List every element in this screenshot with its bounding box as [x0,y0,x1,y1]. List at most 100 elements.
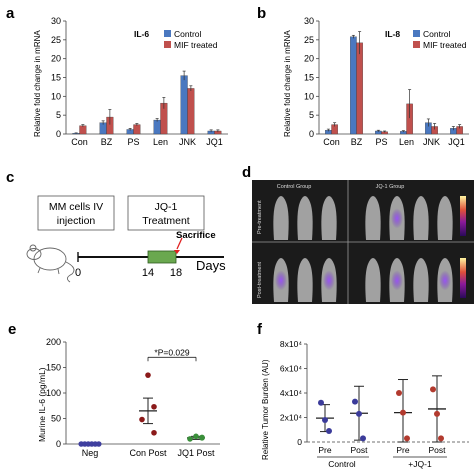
data-point [326,427,332,434]
mouse-silhouette [365,196,381,240]
y-tick-label: 25 [51,35,61,45]
y-tick-label: 0 [309,129,314,139]
category-label: Con Post [129,448,167,458]
y-tick-label: 25 [304,35,314,45]
category-label: JQ1 Post [177,448,215,458]
data-point [322,416,328,423]
treatment-box [127,195,205,231]
injection-box-line1: MM cells IV [49,201,103,213]
data-point [151,429,157,436]
bar [356,42,363,135]
y-tick-label: 0 [56,129,61,139]
treatment-box-line2: Treatment [142,215,190,227]
row-label-post: Post-treatment [257,261,263,298]
panel-f-chart: f Relative Tumor Burden (AU) 0 2x10⁴ 4x10⁴… [257,321,469,469]
panel-a-letter: a [6,5,15,22]
data-point [193,433,199,440]
category-label: Neg [82,448,99,458]
y-tick-label: 15 [304,73,314,83]
bar [79,125,87,135]
mouse-silhouette [413,196,429,240]
y-tick-label: 150 [46,363,61,373]
bioluminescence-signal [275,270,287,291]
y-tick-label: 100 [46,388,61,398]
y-tick-label: 4x10⁴ [280,388,302,398]
data-point [434,410,440,417]
bar [153,119,161,135]
colorbar-post [460,258,466,298]
y-tick-label: 5 [56,110,61,120]
panel-d-letter: d [242,164,251,181]
category-label: Con [323,137,340,147]
bioluminescence-signal [439,270,451,291]
category-label: Len [399,137,414,147]
y-tick-label: 0 [56,439,61,449]
bioluminescence-signal [391,208,403,229]
panel-f-letter: f [257,321,263,338]
data-point [318,399,324,406]
category-label: PS [375,137,387,147]
timeline-label-0: 0 [75,267,81,279]
legend-control-label: Control [174,29,202,39]
data-point [396,390,402,396]
bioluminescence-signal [391,270,403,291]
legend-control-swatch [164,30,171,37]
treatment-box-line1: JQ-1 [155,201,178,213]
data-point [145,372,151,378]
data-point [404,435,410,442]
category-label: JNK [423,137,440,147]
mouse-icon [26,244,75,283]
y-tick-label: 50 [51,414,61,424]
mouse-silhouette [365,258,381,302]
panel-e-chart: e Murine IL-6 (pg/mL) 0 50 100 150 200 Neg Con… [8,321,220,458]
data-point [352,398,358,405]
injection-box-line2: injection [57,215,96,227]
timeline-label-14: 14 [142,267,154,279]
data-point [438,435,444,442]
mouse-silhouette [273,196,289,240]
data-point [199,434,205,441]
y-tick-label: 20 [304,54,314,64]
y-tick-label: 20 [51,54,61,64]
data-point [139,416,145,423]
col-label-control: Control Group [277,184,312,190]
treatment-period-bar [147,250,177,264]
sacrifice-label: Sacrifice [176,230,216,241]
y-tick-label: 6x10⁴ [280,364,302,374]
colorbar-pre [460,196,466,236]
y-tick-label: 15 [51,73,61,83]
data-point [95,441,102,447]
legend-treated-swatch [164,41,171,48]
category-label: Len [153,137,168,147]
panel-b-title: IL-8 [385,29,400,39]
data-point [187,436,193,442]
data-point [356,410,362,417]
legend-control-label: Control [423,29,451,39]
bar [350,36,357,135]
legend-control-swatch [413,30,420,37]
y-tick-label: 30 [304,16,314,26]
panel-f-ylabel: Relative Tumor Burden (AU) [261,359,270,460]
y-tick-label: 5 [309,110,314,120]
y-tick-label: 30 [51,16,61,26]
y-tick-label: 8x10⁴ [280,339,302,349]
panel-d-imaging: d Control Group JQ-1 Group Pre-treatment… [238,162,474,308]
panel-a-title: IL-6 [134,29,149,39]
y-tick-label: 2x10⁴ [280,413,302,423]
y-tick-label: 10 [51,91,61,101]
y-tick-label: 0 [297,437,302,447]
category-label: JQ1 [206,137,223,147]
sacrifice-arrow-head [174,250,180,254]
bar [187,88,195,135]
category-label: BZ [351,137,363,147]
data-point [151,403,157,410]
category-label: Post [428,445,446,455]
y-tick-label: 10 [304,91,314,101]
legend-treated-swatch [413,41,420,48]
panel-a-chart: a Relative fold change in mRNA 0 5 10 15 20 2… [6,5,228,147]
timeline-days-label: Days [196,258,226,273]
mouse-silhouette [437,196,453,240]
category-label: BZ [101,137,113,147]
panel-b-ylabel: Relative fold change in mRNA [283,30,292,137]
